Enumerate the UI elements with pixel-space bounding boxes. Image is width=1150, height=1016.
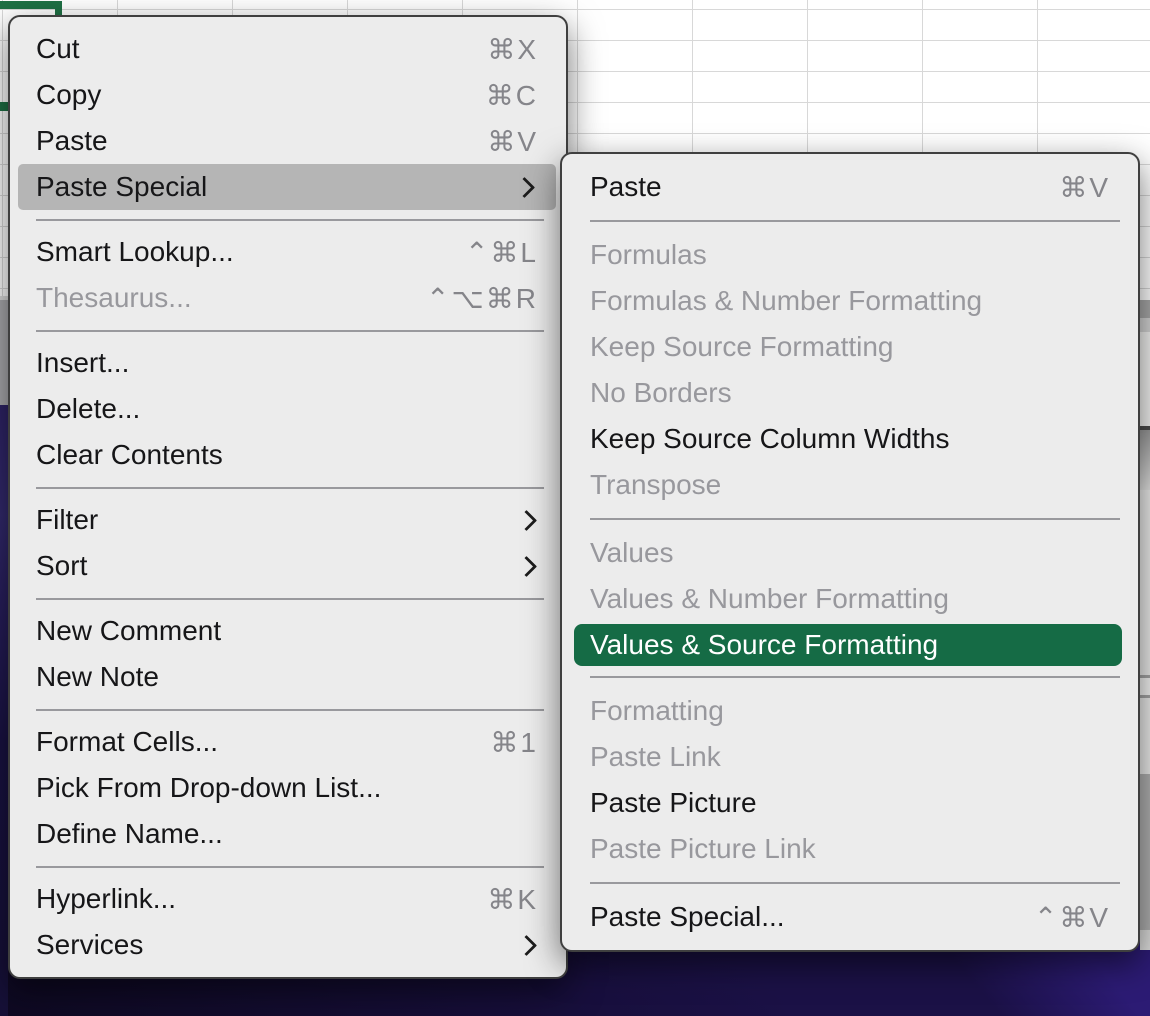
menu-separator [36, 865, 544, 868]
menu-item-label: Delete... [36, 393, 141, 424]
menu-item-label: Cut [36, 33, 80, 64]
menu-item-keep-source-column-widths[interactable]: Keep Source Column Widths [562, 416, 1138, 462]
menu-item-label: Paste [590, 171, 662, 202]
menu-item-transpose[interactable]: Transpose [562, 462, 1138, 508]
menu-item-new-comment[interactable]: New Comment [10, 608, 566, 654]
menu-item-label: Values & Number Formatting [590, 583, 949, 614]
menu-item-smart-lookup[interactable]: Smart Lookup... ⌃⌘L [10, 229, 566, 275]
menu-item-clear-contents[interactable]: Clear Contents [10, 432, 566, 478]
menu-item-label: Values [590, 537, 674, 568]
shortcut-label: ⌘C [485, 79, 538, 111]
chevron-right-icon [515, 509, 538, 531]
menu-separator [36, 486, 544, 489]
menu-item-label: New Comment [36, 615, 222, 646]
menu-item-label: Paste Picture [590, 787, 757, 818]
shortcut-label: ⌘V [487, 125, 538, 157]
shortcut-label: ⌃⌘V [1033, 901, 1110, 933]
menu-item-values-number-formatting[interactable]: Values & Number Formatting [562, 576, 1138, 622]
shortcut-label: ⌘K [487, 883, 538, 915]
menu-item-label: Format Cells... [36, 726, 219, 757]
menu-separator [590, 220, 1120, 222]
shortcut-label: ⌃⌘L [464, 236, 538, 268]
menu-item-copy[interactable]: Copy ⌘C [10, 72, 566, 118]
menu-item-label: Services [36, 929, 144, 960]
menu-item-label: Sort [36, 550, 88, 581]
window-edge-right [1140, 300, 1150, 950]
menu-item-define-name[interactable]: Define Name... [10, 811, 566, 857]
menu-item-delete[interactable]: Delete... [10, 386, 566, 432]
menu-separator [36, 597, 544, 600]
shortcut-label: ⌘V [1059, 171, 1110, 203]
menu-item-label: Formulas [590, 239, 707, 270]
menu-item-label: No Borders [590, 377, 732, 408]
cell-selection-border-top [0, 1, 62, 9]
menu-item-label: Formatting [590, 695, 724, 726]
menu-item-new-note[interactable]: New Note [10, 654, 566, 700]
menu-item-paste-link[interactable]: Paste Link [562, 734, 1138, 780]
menu-item-label: Clear Contents [36, 439, 223, 470]
menu-item-keep-source-formatting[interactable]: Keep Source Formatting [562, 324, 1138, 370]
menu-separator [590, 676, 1120, 678]
menu-item-paste-picture-link[interactable]: Paste Picture Link [562, 826, 1138, 872]
menu-item-label: New Note [36, 661, 159, 692]
menu-separator [36, 218, 544, 221]
paste-special-submenu: Paste ⌘V Formulas Formulas & Number Formatt… [560, 152, 1140, 952]
menu-item-thesaurus[interactable]: Thesaurus... ⌃⌥⌘R [10, 275, 566, 321]
menu-item-label: Insert... [36, 347, 130, 378]
menu-item-hyperlink[interactable]: Hyperlink... ⌘K [10, 876, 566, 922]
menu-item-sort[interactable]: Sort [10, 543, 566, 589]
shortcut-label: ⌘1 [490, 726, 538, 758]
menu-item-formatting[interactable]: Formatting [562, 688, 1138, 734]
context-menu: Cut ⌘X Copy ⌘C Paste ⌘V Paste Special Smart Loo… [8, 15, 568, 979]
menu-item-label: Paste Link [590, 741, 721, 772]
cell-selection-border-left [0, 102, 8, 111]
menu-item-services[interactable]: Services [10, 922, 566, 968]
menu-item-label: Paste Picture Link [590, 833, 816, 864]
menu-item-paste[interactable]: Paste ⌘V [562, 164, 1138, 210]
shortcut-label: ⌘X [487, 33, 538, 65]
menu-item-values[interactable]: Values [562, 530, 1138, 576]
menu-item-label: Keep Source Column Widths [590, 423, 950, 454]
menu-separator [590, 882, 1120, 884]
menu-item-values-source-formatting[interactable]: Values & Source Formatting [574, 624, 1122, 666]
menu-separator [36, 329, 544, 332]
menu-item-label: Paste Special... [590, 901, 785, 932]
wallpaper-left-strip [0, 405, 8, 1016]
menu-item-label: Copy [36, 79, 102, 110]
menu-item-label: Hyperlink... [36, 883, 177, 914]
menu-item-paste-special[interactable]: Paste Special [18, 164, 556, 210]
menu-item-paste-picture[interactable]: Paste Picture [562, 780, 1138, 826]
menu-item-label: Keep Source Formatting [590, 331, 894, 362]
menu-item-label: Transpose [590, 469, 722, 500]
menu-item-label: Paste Special [36, 171, 208, 202]
menu-item-paste[interactable]: Paste ⌘V [10, 118, 566, 164]
chevron-right-icon [515, 555, 538, 577]
window-edge-left [0, 296, 8, 405]
menu-item-label: Formulas & Number Formatting [590, 285, 983, 316]
chevron-right-icon [513, 176, 536, 198]
menu-item-label: Values & Source Formatting [590, 629, 939, 660]
menu-item-formulas-number-formatting[interactable]: Formulas & Number Formatting [562, 278, 1138, 324]
menu-item-filter[interactable]: Filter [10, 497, 566, 543]
shortcut-label: ⌃⌥⌘R [426, 282, 538, 314]
menu-item-paste-special[interactable]: Paste Special... ⌃⌘V [562, 894, 1138, 940]
menu-item-insert[interactable]: Insert... [10, 340, 566, 386]
menu-item-formulas[interactable]: Formulas [562, 232, 1138, 278]
menu-separator [36, 708, 544, 711]
menu-item-format-cells[interactable]: Format Cells... ⌘1 [10, 719, 566, 765]
menu-item-label: Filter [36, 504, 99, 535]
menu-separator [590, 518, 1120, 520]
menu-item-label: Paste [36, 125, 108, 156]
menu-item-label: Smart Lookup... [36, 236, 234, 267]
menu-item-label: Thesaurus... [36, 282, 192, 313]
cell-selection-border-corner [55, 1, 62, 16]
menu-item-label: Define Name... [36, 818, 223, 849]
chevron-right-icon [515, 934, 538, 956]
menu-item-no-borders[interactable]: No Borders [562, 370, 1138, 416]
menu-item-cut[interactable]: Cut ⌘X [10, 26, 566, 72]
menu-item-label: Pick From Drop-down List... [36, 772, 382, 803]
menu-item-pick-from-drop-down-list[interactable]: Pick From Drop-down List... [10, 765, 566, 811]
